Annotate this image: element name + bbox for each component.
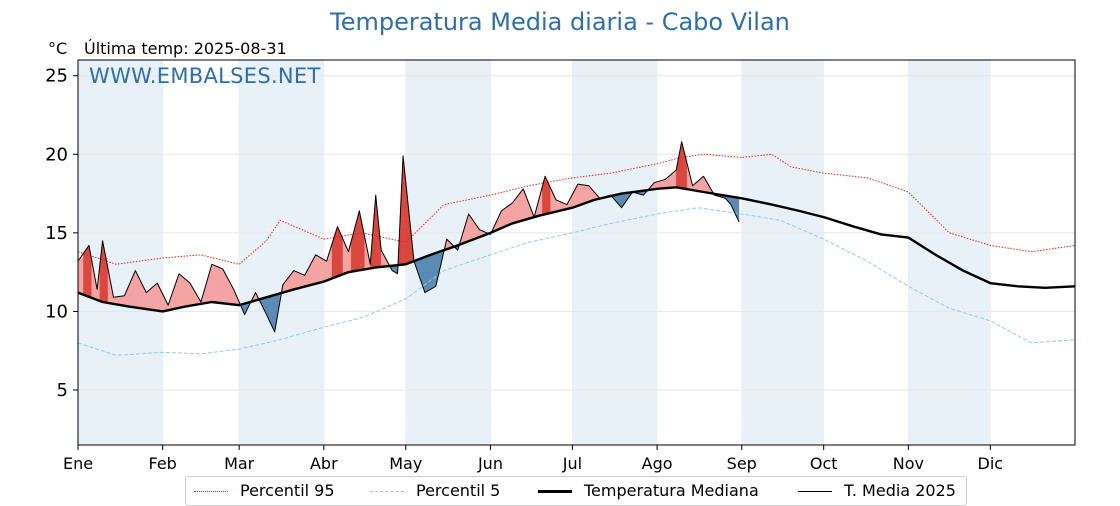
- x-tick-label: Sep: [727, 454, 757, 473]
- anomaly-fill: [424, 255, 428, 293]
- anomaly-fill: [432, 252, 437, 289]
- series-lines: [77, 141, 1076, 356]
- legend-swatch-p95: [194, 491, 228, 492]
- x-tick-label: Ene: [63, 454, 93, 473]
- legend-swatch-current: [798, 491, 832, 492]
- anomaly-fill: [184, 277, 188, 307]
- anomaly-fill: [151, 285, 155, 311]
- anomaly-fill: [85, 244, 90, 298]
- anomaly-fill: [577, 183, 581, 207]
- month-band: [572, 60, 658, 445]
- month-band: [741, 60, 824, 445]
- month-band: [405, 60, 491, 445]
- y-tick-label: 20: [45, 144, 68, 165]
- watermark: WWW.EMBALSES.NET: [89, 64, 321, 88]
- month-bands: [78, 60, 991, 445]
- x-tick-label: Feb: [149, 454, 177, 473]
- anomaly-fill: [293, 270, 297, 290]
- anomaly-fill: [337, 226, 341, 277]
- anomaly-fill: [318, 256, 322, 284]
- x-tick-label: May: [389, 454, 422, 473]
- x-tick-label: Abr: [310, 454, 338, 473]
- month-band: [78, 60, 163, 445]
- anomaly-fill: [80, 252, 84, 295]
- x-tick-label: Jun: [477, 454, 503, 473]
- anomaly-fill: [501, 208, 505, 229]
- anomaly-fill: [315, 254, 319, 284]
- x-tick-label: Nov: [893, 454, 924, 473]
- chart-title: Temperatura Media diaria - Cabo Vilan: [330, 8, 790, 36]
- y-tick-label: 25: [45, 66, 68, 87]
- anomaly-fill: [187, 280, 191, 307]
- legend: Percentil 95 Percentil 5 Temperatura Med…: [185, 476, 967, 506]
- anomaly-fill: [509, 202, 513, 225]
- x-tick-label: Jul: [562, 454, 582, 473]
- y-axis: 5 10 15 20 25: [45, 66, 78, 401]
- anomaly-fill: [178, 273, 182, 309]
- anomaly-fill: [181, 275, 185, 308]
- anomaly-fill: [299, 272, 303, 289]
- anomaly-fill: [580, 184, 584, 206]
- anomaly-fill: [430, 253, 434, 290]
- anomaly-fill: [301, 273, 305, 288]
- anomaly-fill: [296, 271, 300, 289]
- anomaly-fill: [219, 267, 223, 304]
- legend-label-median: Temperatura Mediana: [584, 481, 759, 500]
- anomaly-fill: [517, 191, 521, 223]
- y-tick-label: 10: [45, 301, 68, 322]
- last-temp-label: Última temp: 2025-08-31: [84, 39, 287, 58]
- x-tick-label: Dic: [978, 454, 1004, 473]
- x-tick-label: Oct: [810, 454, 838, 473]
- anomaly-fill: [427, 254, 431, 292]
- legend-label-p95: Percentil 95: [240, 481, 335, 500]
- y-tick-label: 5: [57, 380, 68, 401]
- series-line-p5: [77, 207, 1076, 356]
- y-tick-label: 15: [45, 223, 68, 244]
- plot-frame: [77, 59, 1076, 446]
- anomaly-fill: [154, 282, 158, 311]
- y-axis-unit: °C: [48, 39, 68, 58]
- grid-lines: [77, 60, 1075, 445]
- legend-label-p5: Percentil 5: [416, 481, 501, 500]
- series-line-current: [77, 141, 740, 333]
- anomaly-fill: [583, 184, 587, 205]
- anomaly-fill: [146, 289, 150, 310]
- month-band: [239, 60, 324, 445]
- anomaly-fill: [320, 257, 325, 283]
- anomaly-fill: [520, 188, 524, 222]
- anomaly-fill: [214, 265, 218, 303]
- x-tick-label: Mar: [224, 454, 255, 473]
- x-tick-label: Ago: [642, 454, 673, 473]
- legend-swatch-p5: [370, 491, 404, 492]
- x-axis: Ene Feb Mar Abr May Jun Jul Ago Sep Oct Nov Dic: [63, 445, 1003, 473]
- anomaly-fill: [506, 204, 510, 227]
- anomaly-fill: [211, 263, 215, 303]
- anomaly-fill: [585, 185, 589, 204]
- legend-label-current: T. Media 2025: [844, 481, 956, 500]
- series-line-p95: [77, 153, 1076, 265]
- anomaly-fill: [503, 206, 508, 228]
- anomaly-fill: [217, 266, 221, 304]
- series-line-median: [77, 186, 1076, 313]
- legend-swatch-median: [538, 490, 572, 493]
- anomaly-fill: [83, 248, 87, 297]
- month-band: [908, 60, 991, 445]
- anomaly-fill: [148, 287, 152, 311]
- anomaly-fill: [514, 195, 518, 223]
- anomaly-fill: [323, 259, 327, 282]
